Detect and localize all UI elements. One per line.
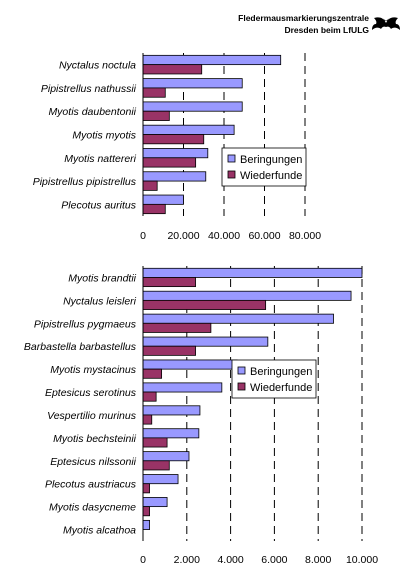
bar-beringungen [142,171,207,182]
category-label: Myotis myotis [72,130,136,142]
category-label: Eptesicus serotinus [45,387,137,399]
chart-lower: Myotis brandtii Nyctalus leisleri Pipistre… [24,266,378,566]
bar-wiederfunde [142,110,170,121]
chart-upper: Nyctalus noctula Pipistrellus nathussii My… [33,53,321,242]
category-label: Myotis bechsteinii [53,433,137,445]
category-label: Myotis daubentonii [48,106,136,118]
category-label: Nyctalus leisleri [63,295,137,307]
bar-beringungen [142,290,352,301]
bar-beringungen [142,267,363,278]
tick-label: 8.000 [305,554,331,566]
bar-wiederfunde [142,322,212,333]
category-label: Myotis mystacinus [50,364,137,376]
header-line-2: Dresden beim LfULG [284,25,369,35]
legend-swatch [237,366,246,375]
bar-wiederfunde [142,414,153,425]
category-label: Pipistrellus nathussii [41,83,137,95]
bar-beringungen [142,313,334,324]
bar-wiederfunde [142,157,197,168]
chart-header: Fledermausmarkierungszentrale Dresden be… [238,12,369,36]
bar-beringungen [142,405,201,416]
legend-label: Wiederfunde [250,382,312,394]
bar-wiederfunde [142,483,150,494]
bar-beringungen [142,519,150,530]
legend-label: Beringungen [240,154,302,166]
tick-label: 10.000 [346,554,378,566]
category-label: Myotis nattereri [64,153,136,165]
legend-box [221,147,307,187]
bar-wiederfunde [142,506,150,517]
bar-wiederfunde [142,277,196,288]
tick-label: 60.000 [248,230,280,242]
bar-wiederfunde [142,203,166,215]
bar-wiederfunde [142,460,170,471]
tick-label: 0 [140,554,146,566]
legend-swatch [237,382,246,391]
bar-beringungen [142,124,235,135]
category-label: Myotis dasycneme [49,502,136,514]
bar-beringungen [142,336,269,347]
tick-label: 2.000 [174,554,200,566]
bar-wiederfunde [142,87,166,98]
bar-beringungen [142,428,200,439]
bar-beringungen [142,451,190,462]
bar-wiederfunde [142,345,196,356]
bar-wiederfunde [142,391,157,402]
legend: Beringungen Wiederfunde [231,359,317,399]
tick-label: 80.000 [289,230,321,242]
legend-swatch [227,170,236,179]
bar-wiederfunde [142,299,267,310]
bar-beringungen [142,101,243,112]
tick-label: 40.000 [208,230,240,242]
category-label: Pipistrellus pipistrellus [33,176,137,188]
bar-beringungen [142,194,184,205]
tick-label: 4.000 [217,554,243,566]
legend-swatch [227,154,236,163]
header-line-1: Fledermausmarkierungszentrale [238,13,369,23]
category-label: Myotis alcathoa [63,525,136,537]
bar-beringungen [142,148,209,159]
category-label: Nyctalus noctula [59,60,136,72]
bar-wiederfunde [142,180,158,191]
category-label: Myotis brandtii [68,272,136,284]
legend-label: Wiederfunde [240,170,302,182]
tick-label: 6.000 [261,554,287,566]
category-label: Vespertilio murinus [47,410,137,422]
bar-wiederfunde [142,437,168,448]
category-label: Pipistrellus pygmaeus [34,318,137,330]
legend: Beringungen Wiederfunde [221,147,307,187]
bar-wiederfunde [142,134,205,145]
bar-beringungen [142,359,238,370]
category-label: Plecotus auritus [61,199,136,211]
bar-beringungen [142,382,223,393]
bar-beringungen [142,497,168,508]
tick-label: 20.000 [167,230,199,242]
bar-wiederfunde [142,368,163,379]
bat-icon [372,17,400,30]
category-label: Barbastella barbastellus [24,341,137,353]
tick-label: 0 [140,230,146,242]
legend-box [231,359,317,399]
bar-wiederfunde [142,64,203,75]
category-label: Eptesicus nilssonii [50,456,136,468]
category-label: Plecotus austriacus [45,479,137,491]
bar-beringungen [142,54,282,66]
legend-label: Beringungen [250,366,312,378]
bar-beringungen [142,78,243,89]
bar-beringungen [142,474,179,485]
